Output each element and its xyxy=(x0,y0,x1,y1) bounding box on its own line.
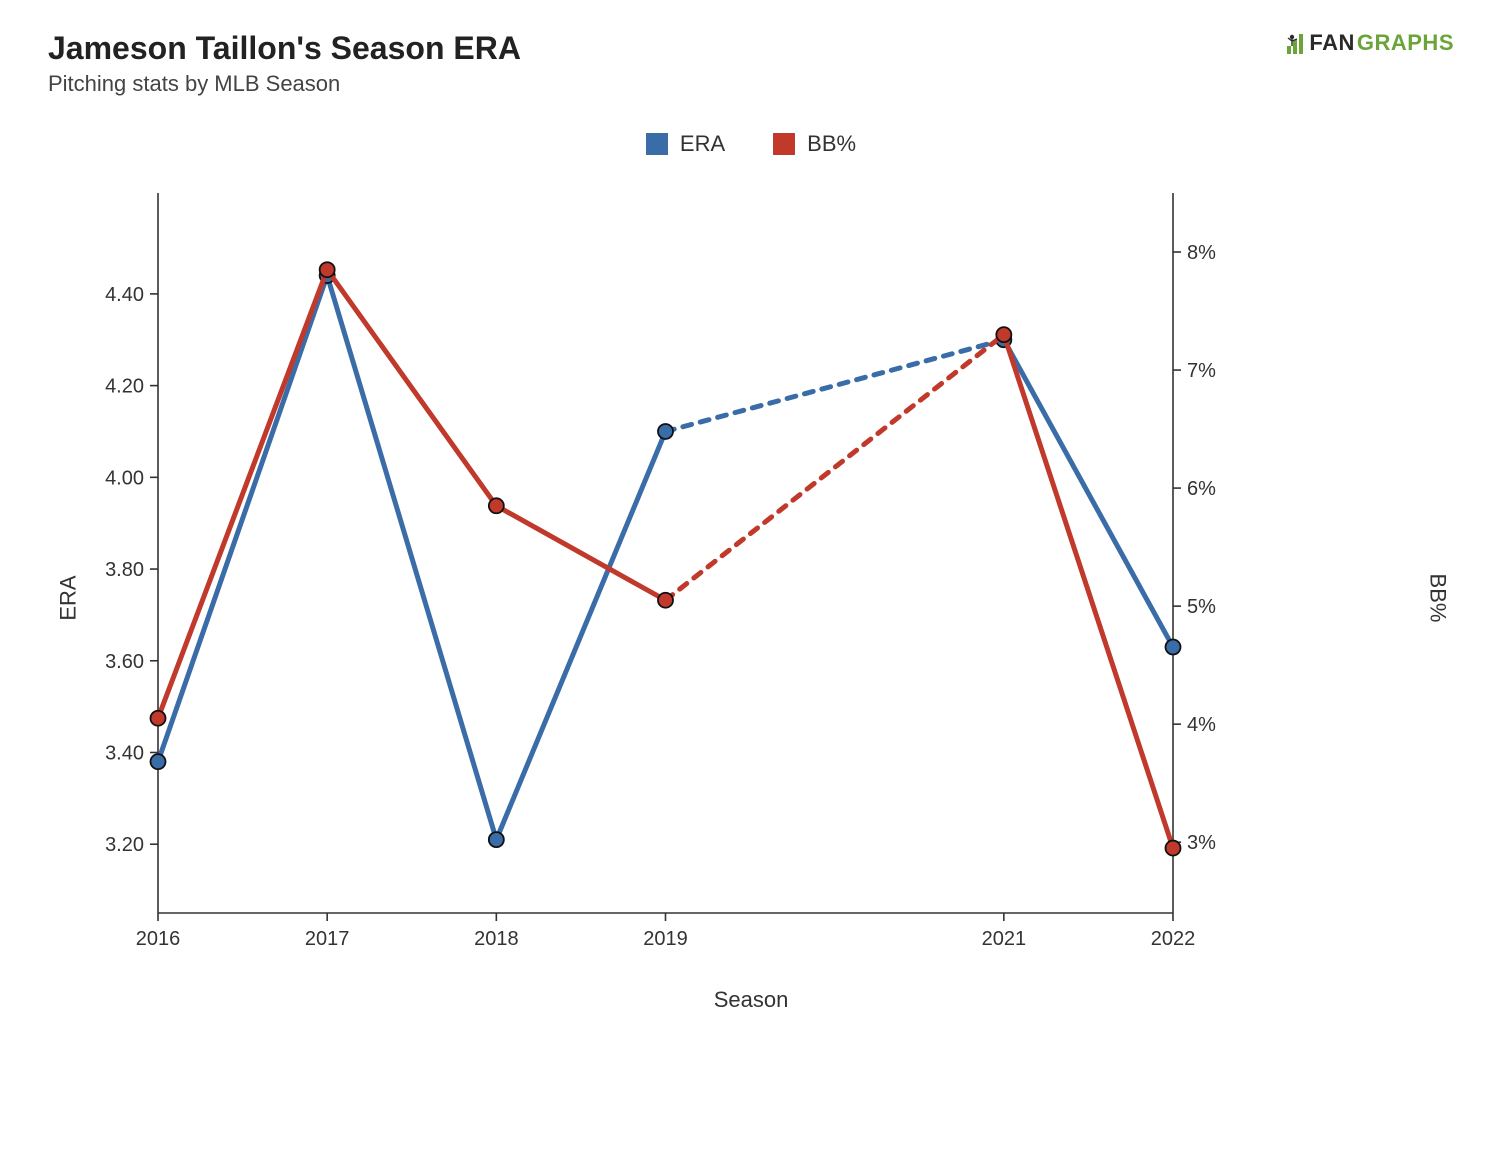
y-right-tick-label: 5% xyxy=(1187,596,1216,618)
y-left-tick-label: 3.60 xyxy=(105,651,144,673)
legend-swatch xyxy=(773,133,795,155)
data-point xyxy=(489,832,504,847)
fangraphs-icon xyxy=(1287,32,1305,54)
y-right-tick-label: 8% xyxy=(1187,242,1216,264)
x-tick-label: 2018 xyxy=(474,928,519,950)
series-gap-bb xyxy=(666,335,1004,601)
data-point xyxy=(1166,640,1181,655)
chart-plot: 3.20 3.40 3.60 3.80 4.00 4.20 4.40 3% 4% 5% 6% 7% 8%… xyxy=(48,183,1283,973)
y-left-tick-label: 3.40 xyxy=(105,742,144,764)
x-tick-label: 2019 xyxy=(643,928,688,950)
legend-item-bb: BB% xyxy=(773,131,856,157)
y-left-axis-label: ERA xyxy=(56,575,82,620)
legend-swatch xyxy=(646,133,668,155)
data-point xyxy=(151,754,166,769)
legend: ERA BB% xyxy=(48,131,1454,157)
series-line-era xyxy=(1004,340,1173,647)
data-point xyxy=(996,327,1011,342)
y-right-tick-label: 4% xyxy=(1187,714,1216,736)
x-tick-label: 2017 xyxy=(305,928,350,950)
data-point xyxy=(1166,841,1181,856)
fangraphs-logo: FANGRAPHS xyxy=(1287,30,1454,56)
y-right-axis-label: BB% xyxy=(1425,574,1451,623)
y-left-tick-label: 4.00 xyxy=(105,467,144,489)
y-right-tick-label: 3% xyxy=(1187,832,1216,854)
logo-text-graphs: GRAPHS xyxy=(1357,30,1454,56)
series-line-bb xyxy=(158,270,666,719)
chart-title: Jameson Taillon's Season ERA xyxy=(48,30,521,67)
data-point xyxy=(489,498,504,513)
y-left-tick-label: 4.20 xyxy=(105,376,144,398)
data-point xyxy=(658,424,673,439)
legend-item-era: ERA xyxy=(646,131,725,157)
data-point xyxy=(320,262,335,277)
y-right-tick-label: 6% xyxy=(1187,478,1216,500)
legend-label: ERA xyxy=(680,131,725,157)
x-axis-label: Season xyxy=(48,987,1454,1013)
chart-subtitle: Pitching stats by MLB Season xyxy=(48,71,521,97)
logo-text-fan: FAN xyxy=(1309,30,1355,56)
x-tick-label: 2021 xyxy=(982,928,1026,950)
x-tick-label: 2016 xyxy=(136,928,181,950)
y-left-tick-label: 4.40 xyxy=(105,284,144,306)
y-right-tick-label: 7% xyxy=(1187,360,1216,382)
x-tick-label: 2022 xyxy=(1151,928,1196,950)
series-line-bb xyxy=(1004,335,1173,848)
series-gap-era xyxy=(666,340,1004,432)
data-point xyxy=(151,711,166,726)
data-point xyxy=(658,593,673,608)
y-left-tick-label: 3.80 xyxy=(105,559,144,581)
legend-label: BB% xyxy=(807,131,856,157)
y-left-tick-label: 3.20 xyxy=(105,834,144,856)
